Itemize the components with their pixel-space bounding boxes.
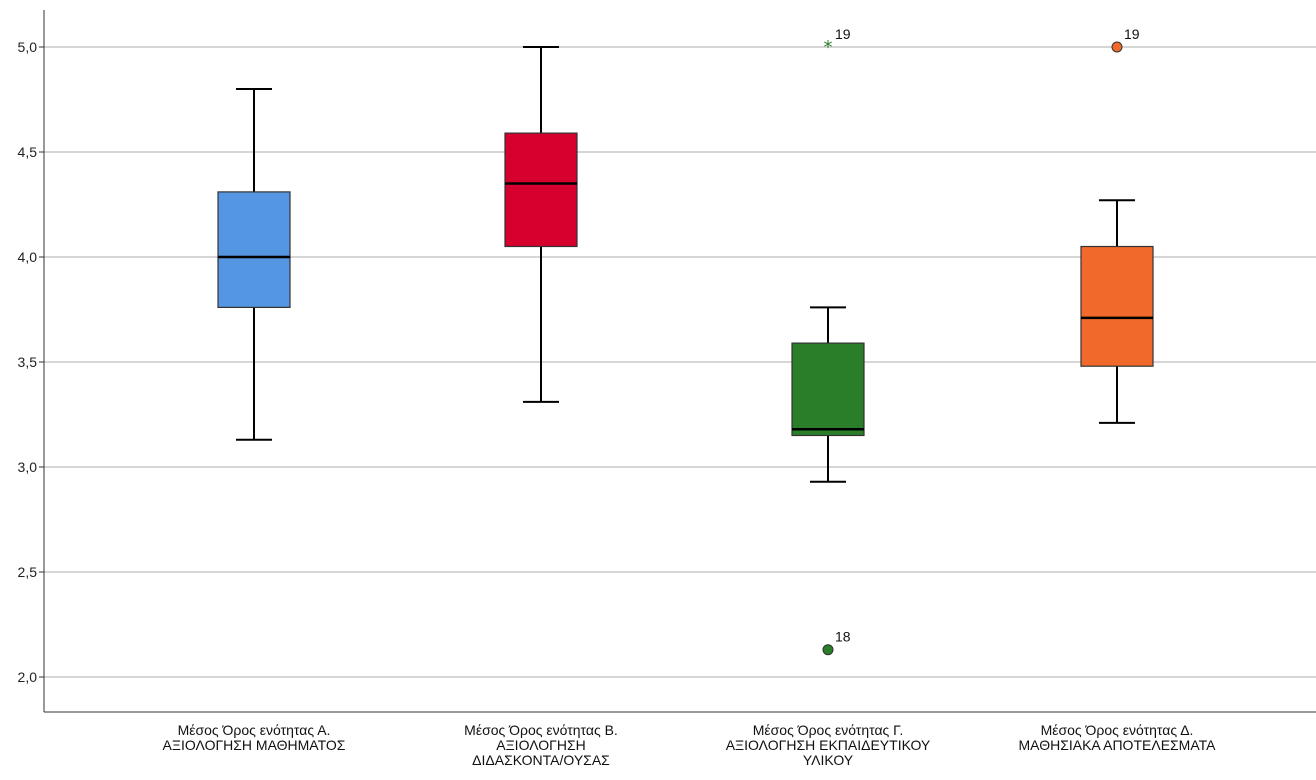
- x-category-label-line: Μέσος Όρος ενότητας Α.: [178, 722, 331, 738]
- box-group: *19 18: [791, 26, 865, 656]
- y-tick-label: 3,0: [18, 459, 38, 475]
- x-category-label: Μέσος Όρος ενότητας Δ. ΜΑΘΗΣΙΑΚΑ ΑΠΟΤΕΛΕΣ…: [1019, 722, 1217, 753]
- box: [1080, 245, 1154, 367]
- outlier-point: [822, 644, 834, 656]
- y-tick-label: 5,0: [18, 39, 38, 55]
- x-category-label-line: ΥΛΙΚΟΥ: [803, 752, 854, 768]
- x-category-label-line: ΜΑΘΗΣΙΑΚΑ ΑΠΟΤΕΛΕΣΜΑΤΑ: [1019, 737, 1217, 753]
- box-group: 19: [1080, 26, 1154, 424]
- x-category-label: Μέσος Όρος ενότητας Γ. ΑΞΙΟΛΟΓΗΣΗ ΕΚΠΑΙΔΕ…: [726, 722, 931, 768]
- box-group: [504, 46, 578, 403]
- y-tick-label: 2,0: [18, 669, 38, 685]
- y-tick-label: 4,0: [18, 249, 38, 265]
- y-tick-label: 4,5: [18, 144, 38, 160]
- x-category-label: Μέσος Όρος ενότητας Β. ΑΞΙΟΛΟΓΗΣΗ ΔΙΔΑΣΚΟΝ…: [464, 722, 618, 768]
- x-category-label-line: ΔΙΔΑΣΚΟΝΤΑ/ΟΥΣΑΣ: [472, 752, 610, 768]
- outlier-label: 19: [835, 26, 851, 42]
- x-category-label-line: Μέσος Όρος ενότητας Β.: [464, 722, 618, 738]
- x-category-label-line: ΑΞΙΟΛΟΓΗΣΗ ΜΑΘΗΜΑΤΟΣ: [163, 737, 346, 753]
- outlier-star: *: [824, 37, 833, 58]
- x-category-label-line: ΑΞΙΟΛΟΓΗΣΗ: [496, 737, 586, 753]
- box: [504, 132, 578, 248]
- outlier-point: [1111, 41, 1123, 53]
- x-category-label-line: ΑΞΙΟΛΟΓΗΣΗ ΕΚΠΑΙΔΕΥΤΙΚΟΥ: [726, 737, 931, 753]
- outlier-label: 18: [835, 629, 851, 645]
- box: [217, 191, 291, 308]
- x-category-label: Μέσος Όρος ενότητας Α. ΑΞΙΟΛΟΓΗΣΗ ΜΑΘΗΜΑΤ…: [163, 722, 346, 753]
- box-group: [217, 88, 291, 441]
- x-category-label-line: Μέσος Όρος ενότητας Γ.: [753, 722, 903, 738]
- x-category-label-line: Μέσος Όρος ενότητας Δ.: [1041, 722, 1194, 738]
- y-tick-label: 3,5: [18, 354, 38, 370]
- outlier-label: 19: [1124, 26, 1140, 42]
- y-tick-label: 2,5: [18, 564, 38, 580]
- box: [791, 342, 865, 437]
